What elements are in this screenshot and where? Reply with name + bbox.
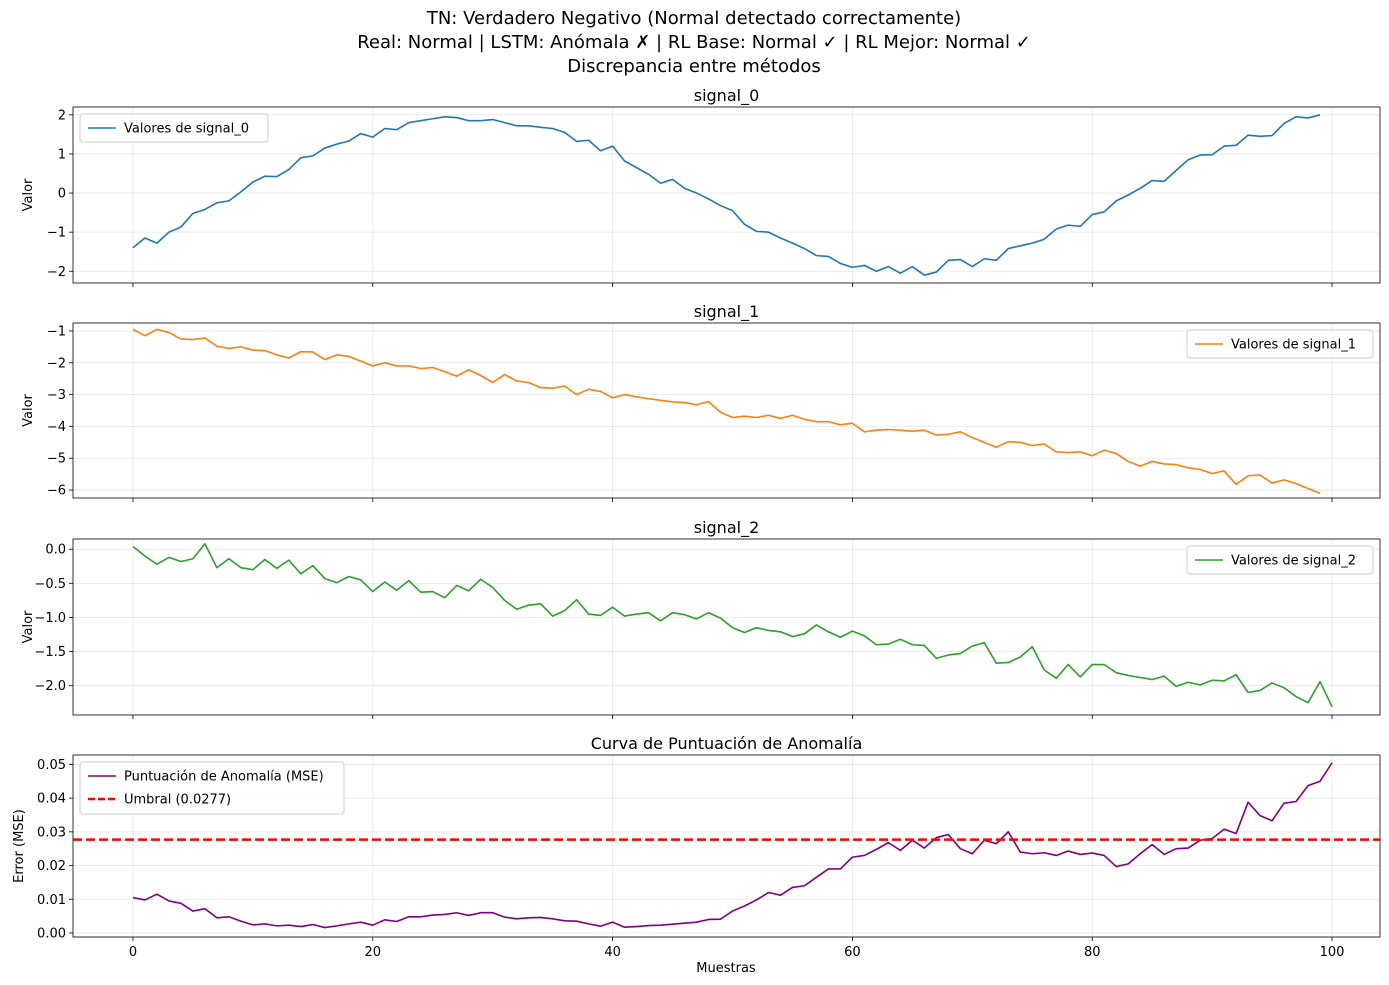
ytick-label: 0.03 bbox=[37, 825, 66, 840]
xtick-label: 60 bbox=[844, 945, 861, 960]
ytick-label: −3 bbox=[47, 388, 66, 403]
legend: Puntuación de Anomalía (MSE) Umbral (0.02… bbox=[79, 761, 345, 815]
y-axis-label: Valor bbox=[21, 610, 36, 643]
ytick-label: 0 bbox=[58, 187, 66, 202]
ytick-label: −1.5 bbox=[34, 645, 66, 660]
x-axis-label: Muestras bbox=[696, 961, 756, 976]
ytick-label: −2 bbox=[47, 265, 66, 280]
legend-label-0: Puntuación de Anomalía (MSE) bbox=[124, 770, 324, 785]
series-line-0 bbox=[132, 762, 1333, 929]
axes-frame bbox=[72, 106, 1381, 284]
subplot-3: 0.00 0.01 0.02 0.03 0.04 0.05 0 20 40 60 80 100 Curv… bbox=[12, 734, 1381, 960]
ytick-label: −1 bbox=[47, 324, 66, 339]
legend: Valores de signal_2 bbox=[1186, 545, 1374, 575]
xtick-label: 0 bbox=[129, 945, 137, 960]
xtick-label: 20 bbox=[364, 945, 381, 960]
series-line-0 bbox=[132, 328, 1321, 494]
xtick-label: 100 bbox=[1320, 945, 1345, 960]
y-axis-label: Valor bbox=[21, 178, 36, 211]
ytick-label: 0.0 bbox=[45, 543, 66, 558]
subplot-title: signal_1 bbox=[694, 302, 760, 322]
ytick-label: 0.01 bbox=[37, 893, 66, 908]
legend-box bbox=[79, 761, 345, 815]
axes-frame bbox=[72, 754, 1381, 938]
ytick-label: 0.00 bbox=[37, 926, 66, 941]
subplot-0: −2 −1 0 1 2 signal_0 Valor Valores de signal_0 bbox=[21, 86, 1381, 287]
ytick-label: −1.0 bbox=[34, 611, 66, 626]
ytick-label: 1 bbox=[58, 147, 66, 162]
legend-label-1: Umbral (0.0277) bbox=[124, 793, 231, 808]
suptitle-line-3: Discrepancia entre métodos bbox=[567, 56, 821, 77]
legend-label-0: Valores de signal_2 bbox=[1231, 554, 1356, 569]
ytick-label: −1 bbox=[47, 226, 66, 241]
legend-label-0: Valores de signal_1 bbox=[1231, 338, 1356, 353]
subplot-title: Curva de Puntuación de Anomalía bbox=[591, 734, 863, 753]
subplot-title: signal_0 bbox=[694, 86, 760, 106]
legend-box bbox=[79, 113, 269, 143]
suptitle-line-2: Real: Normal | LSTM: Anómala ✗ | RL Base… bbox=[357, 32, 1031, 53]
subplot-title: signal_2 bbox=[694, 518, 760, 538]
legend: Valores de signal_1 bbox=[1186, 329, 1374, 359]
xtick-label: 80 bbox=[1084, 945, 1101, 960]
legend-box bbox=[1186, 545, 1374, 575]
ytick-label: 0.02 bbox=[37, 859, 66, 874]
ytick-label: −0.5 bbox=[34, 577, 66, 592]
legend-label-0: Valores de signal_0 bbox=[124, 122, 249, 137]
ytick-label: −2.0 bbox=[34, 679, 66, 694]
series-line-0 bbox=[132, 114, 1321, 276]
ytick-label: −5 bbox=[47, 452, 66, 467]
suptitle-line-1: TN: Verdadero Negativo (Normal detectado… bbox=[426, 8, 961, 29]
subplot-2: −2.0 −1.5 −1.0 −0.5 0.0 signal_2 Valor Valores … bbox=[21, 518, 1381, 719]
axes-frame bbox=[72, 322, 1381, 499]
ytick-label: 0.05 bbox=[37, 758, 66, 773]
legend-box bbox=[1186, 329, 1374, 359]
axes-frame bbox=[72, 538, 1381, 716]
y-axis-label: Error (MSE) bbox=[12, 809, 27, 883]
ytick-label: −6 bbox=[47, 484, 66, 499]
legend: Valores de signal_0 bbox=[79, 113, 269, 143]
ytick-label: −2 bbox=[47, 356, 66, 371]
ytick-label: −4 bbox=[47, 420, 66, 435]
ytick-label: 0.04 bbox=[37, 792, 66, 807]
subplot-1: −6 −5 −4 −3 −2 −1 signal_1 Valor Valores de sign… bbox=[21, 302, 1381, 502]
xtick-label: 40 bbox=[604, 945, 621, 960]
series-line-0 bbox=[132, 542, 1333, 708]
y-axis-label: Valor bbox=[21, 393, 36, 426]
ytick-label: 2 bbox=[58, 108, 66, 123]
